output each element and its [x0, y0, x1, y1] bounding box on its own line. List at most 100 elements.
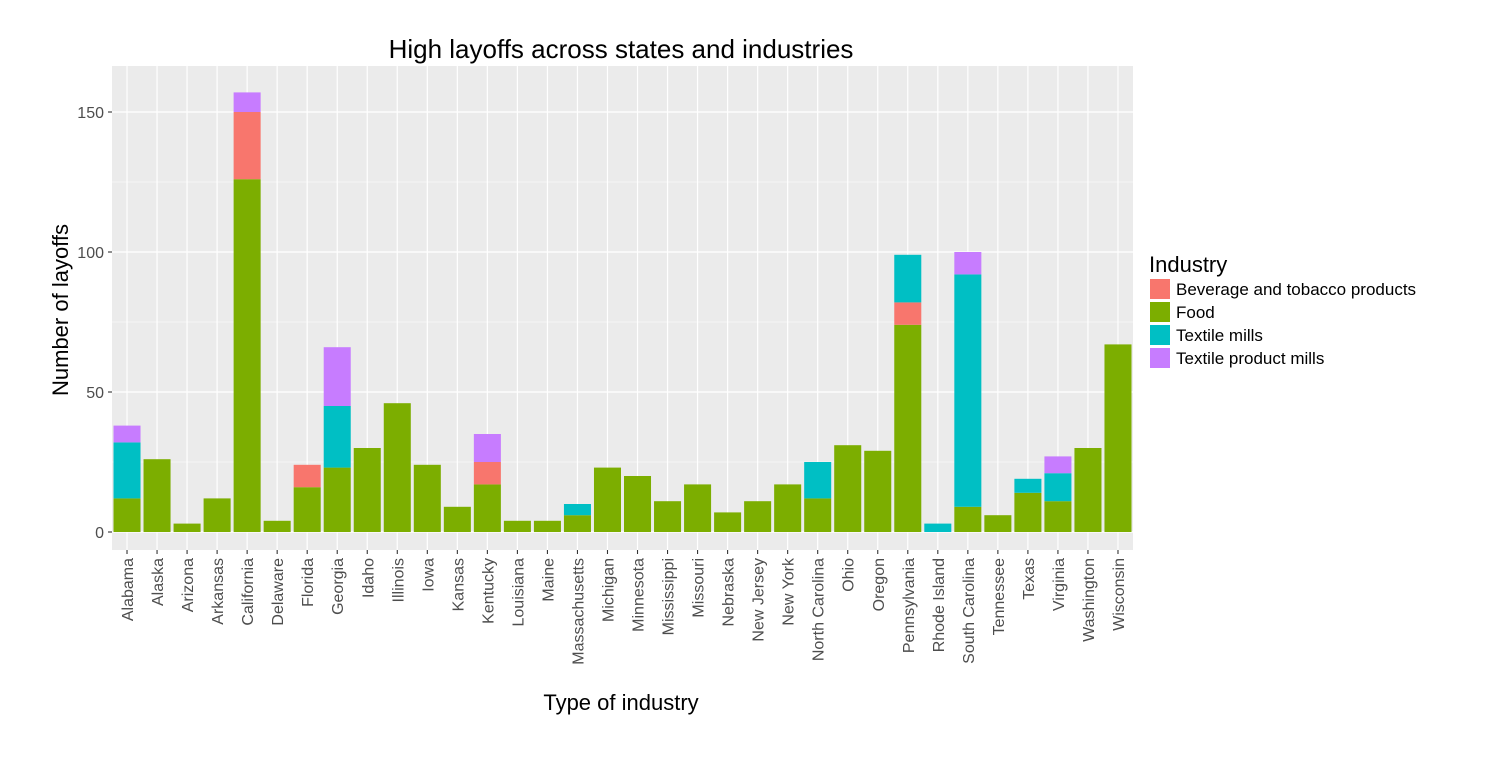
bar-oregon-food: [864, 450, 892, 532]
x-tick-label: Rhode Island: [931, 558, 948, 652]
bar-missouri-food: [684, 484, 712, 532]
x-tick-label: Virginia: [1051, 558, 1068, 611]
x-tick-label: Washington: [1081, 558, 1098, 642]
bar-illinois-food: [383, 403, 411, 532]
bar-wisconsin-food: [1104, 344, 1132, 532]
bar-louisiana-food: [503, 520, 531, 532]
x-tick-label: Arkansas: [210, 558, 227, 625]
bar-tennessee-food: [984, 515, 1012, 532]
bar-minnesota-food: [624, 476, 652, 532]
x-tick-label: Arizona: [180, 558, 197, 612]
legend-swatch-beverage-and-tobacco-products: [1150, 279, 1170, 299]
bar-massachusetts-textile-mills: [563, 504, 591, 516]
x-tick-label: Florida: [300, 558, 317, 607]
x-tick-label: New York: [781, 557, 798, 626]
bar-california-textile-product-mills: [233, 92, 261, 112]
x-tick-label: North Carolina: [811, 558, 828, 661]
x-tick-label: Oregon: [871, 558, 888, 611]
x-tick-label: Tennessee: [991, 558, 1008, 635]
bar-alaska-food: [143, 459, 171, 532]
x-tick-label: Idaho: [360, 558, 377, 598]
bar-california-food: [233, 179, 261, 532]
x-tick-label: Louisiana: [510, 558, 527, 627]
x-tick-label: Georgia: [330, 558, 347, 615]
y-tick-label: 0: [95, 525, 104, 542]
bar-south-carolina-food: [954, 506, 982, 532]
x-tick-label: Pennsylvania: [901, 558, 918, 653]
bar-arkansas-food: [203, 498, 231, 532]
bar-nebraska-food: [714, 512, 742, 532]
legend-label-textile-mills: Textile mills: [1176, 326, 1263, 345]
bar-pennsylvania-food: [894, 324, 922, 532]
x-tick-label: Minnesota: [631, 558, 648, 632]
x-tick-label: Delaware: [270, 558, 287, 626]
x-tick-label: Missouri: [691, 558, 708, 618]
bar-north-carolina-textile-mills: [804, 462, 832, 499]
x-tick-label: Michigan: [600, 558, 617, 622]
legend-label-textile-product-mills: Textile product mills: [1176, 349, 1324, 368]
bar-mississippi-food: [654, 501, 682, 532]
bar-virginia-textile-product-mills: [1044, 456, 1072, 474]
x-tick-label: Iowa: [420, 558, 437, 592]
bar-georgia-food: [323, 467, 351, 532]
y-tick-label: 150: [77, 105, 104, 122]
y-axis: 0 50 100 150: [77, 105, 112, 542]
bar-iowa-food: [413, 464, 441, 532]
x-tick-label: Maine: [540, 558, 557, 602]
bar-pennsylvania-beverage-and-tobacco-products: [894, 302, 922, 325]
x-tick-label: Alabama: [120, 558, 137, 621]
bar-alabama-textile-mills: [113, 442, 141, 499]
bar-idaho-food: [353, 448, 381, 532]
y-tick-label: 100: [77, 245, 104, 262]
x-tick-label: South Carolina: [961, 558, 978, 664]
bar-texas-textile-mills: [1014, 478, 1042, 493]
legend-label-beverage-and-tobacco-products: Beverage and tobacco products: [1176, 280, 1416, 299]
bar-north-carolina-food: [804, 498, 832, 532]
bar-kentucky-textile-product-mills: [473, 434, 501, 462]
bar-ohio-food: [834, 445, 862, 532]
bar-kentucky-food: [473, 484, 501, 532]
x-axis: Alabama Alaska Arizona Arkansas California De…: [120, 550, 1128, 665]
bar-new-jersey-food: [744, 501, 772, 532]
bar-michigan-food: [593, 467, 621, 532]
y-axis-title: Number of layoffs: [48, 224, 73, 396]
x-axis-title: Type of industry: [543, 690, 698, 715]
bar-massachusetts-food: [563, 515, 591, 532]
bar-delaware-food: [263, 520, 291, 532]
bar-pennsylvania-textile-mills: [894, 254, 922, 303]
bar-south-carolina-textile-product-mills: [954, 252, 982, 275]
bar-south-carolina-textile-mills: [954, 274, 982, 507]
x-tick-label: Alaska: [150, 558, 167, 606]
legend-title: Industry: [1149, 252, 1227, 277]
x-tick-label: New Jersey: [751, 558, 768, 642]
bar-florida-beverage-and-tobacco-products: [293, 464, 321, 488]
bar-maine-food: [533, 520, 561, 532]
chart-title: High layoffs across states and industrie…: [389, 34, 854, 64]
x-tick-label: California: [240, 558, 257, 626]
x-tick-label: Kansas: [450, 558, 467, 611]
bar-california-beverage-and-tobacco-products: [233, 112, 261, 180]
bar-alabama-food: [113, 498, 141, 532]
bar-new-york-food: [774, 484, 802, 532]
bar-georgia-textile-product-mills: [323, 347, 351, 406]
bar-virginia-food: [1044, 501, 1072, 532]
x-tick-label: Wisconsin: [1111, 558, 1128, 631]
x-tick-label: Ohio: [841, 558, 858, 592]
bar-kentucky-beverage-and-tobacco-products: [473, 462, 501, 485]
x-tick-label: Mississippi: [661, 558, 678, 635]
legend: Industry Beverage and tobacco products Fo…: [1149, 252, 1416, 368]
legend-label-food: Food: [1176, 303, 1215, 322]
x-tick-label: Texas: [1021, 558, 1038, 600]
x-tick-label: Nebraska: [721, 558, 738, 627]
legend-swatch-food: [1150, 302, 1170, 322]
bar-rhode-island-textile-mills: [924, 523, 952, 532]
bar-georgia-textile-mills: [323, 406, 351, 468]
x-tick-label: Massachusetts: [570, 558, 587, 665]
legend-swatch-textile-mills: [1150, 325, 1170, 345]
bar-florida-food: [293, 487, 321, 532]
bar-washington-food: [1074, 448, 1102, 532]
x-tick-label: Illinois: [390, 558, 407, 602]
y-tick-label: 50: [86, 385, 104, 402]
bar-arizona-food: [173, 523, 201, 532]
x-tick-label: Kentucky: [480, 558, 497, 624]
